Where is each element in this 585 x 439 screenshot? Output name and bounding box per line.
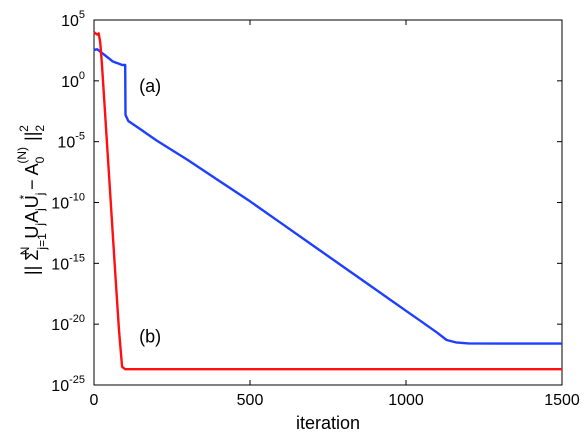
y-axis-label: || Σj=1NUjAjUj* − A0(N)||22 (15, 125, 49, 275)
x-tick-label: 0 (90, 392, 99, 409)
plot-area (93, 19, 563, 386)
series-lines (93, 31, 562, 371)
x-tick-label: 1000 (388, 392, 424, 409)
x-axis-label: iteration (296, 413, 360, 433)
annotation-label: (b) (139, 326, 161, 346)
y-tick-label: 10-5 (57, 131, 85, 152)
x-tick-label: 500 (237, 392, 264, 409)
annotation-label: (a) (139, 76, 161, 96)
x-tick-label: 1500 (544, 392, 580, 409)
series-line-b (93, 31, 562, 371)
y-axis-ticks: 105 100 10-5 10-10 10-15 10-20 10-25 (51, 9, 562, 395)
y-tick-label: 10-10 (51, 192, 85, 213)
annotations: (a) (b) (139, 76, 161, 347)
x-axis-ticks: 0 500 1000 1500 (90, 20, 580, 409)
svg-text:|| Σj=1NUjAjUj* − A0(N)||22: || Σj=1NUjAjUj* − A0(N)||22 (15, 125, 49, 275)
y-tick-label: 10-20 (51, 313, 85, 334)
y-tick-label: 105 (61, 9, 85, 30)
y-tick-label: 10-15 (51, 252, 85, 273)
series-line-a (93, 48, 562, 345)
y-tick-label: 10-25 (51, 374, 85, 395)
y-tick-label: 100 (61, 70, 85, 91)
